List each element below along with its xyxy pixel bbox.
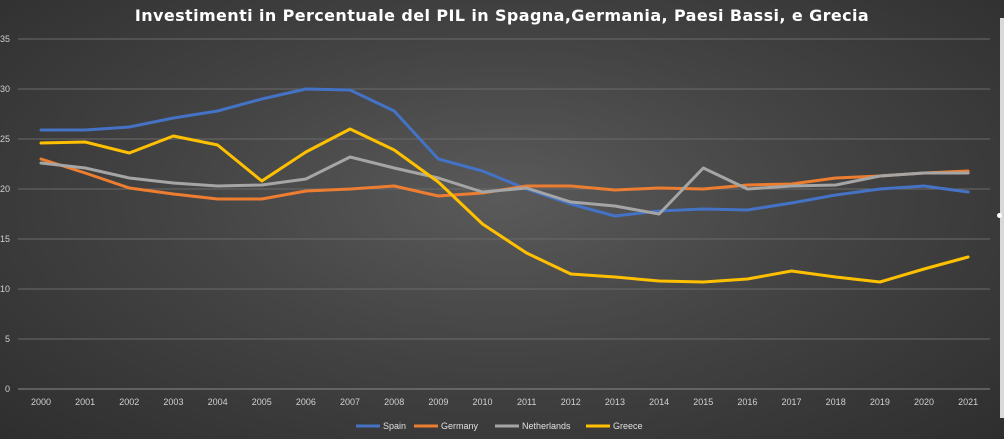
x-tick-label: 2003 xyxy=(163,397,183,407)
scrollbar-edge xyxy=(1000,18,1004,418)
legend-label-netherlands: Netherlands xyxy=(522,421,571,431)
x-tick-label: 2009 xyxy=(428,397,448,407)
y-tick-label: 20 xyxy=(0,184,10,194)
x-tick-label: 2016 xyxy=(737,397,757,407)
y-tick-label: 15 xyxy=(0,234,10,244)
x-tick-label: 2014 xyxy=(649,397,669,407)
legend-label-greece: Greece xyxy=(613,421,643,431)
y-tick-label: 10 xyxy=(0,284,10,294)
x-tick-label: 2012 xyxy=(561,397,581,407)
resize-handle xyxy=(997,213,1002,218)
x-tick-label: 2008 xyxy=(384,397,404,407)
legend-label-germany: Germany xyxy=(441,421,479,431)
x-tick-label: 2019 xyxy=(870,397,890,407)
x-tick-label: 2006 xyxy=(296,397,316,407)
x-tick-label: 2005 xyxy=(252,397,272,407)
x-tick-label: 2013 xyxy=(605,397,625,407)
legend-label-spain: Spain xyxy=(383,421,406,431)
x-tick-label: 2001 xyxy=(75,397,95,407)
y-tick-label: 0 xyxy=(5,384,10,394)
series-line-spain xyxy=(39,87,970,218)
y-tick-label: 5 xyxy=(5,334,10,344)
x-tick-label: 2002 xyxy=(119,397,139,407)
series-line-greece xyxy=(39,127,970,284)
x-tick-label: 2018 xyxy=(826,397,846,407)
x-tick-label: 2015 xyxy=(693,397,713,407)
y-tick-label: 35 xyxy=(0,34,10,44)
chart-title: Investimenti in Percentuale del PIL in S… xyxy=(134,6,870,25)
y-tick-label: 25 xyxy=(0,134,10,144)
x-tick-label: 2017 xyxy=(782,397,802,407)
x-tick-label: 2007 xyxy=(340,397,360,407)
x-tick-label: 2010 xyxy=(472,397,492,407)
x-tick-label: 2020 xyxy=(914,397,934,407)
y-tick-label: 30 xyxy=(0,84,10,94)
x-tick-label: 2000 xyxy=(31,397,51,407)
x-tick-label: 2004 xyxy=(208,397,228,407)
x-tick-label: 2021 xyxy=(958,397,978,407)
series-line-netherlands xyxy=(39,155,970,216)
x-tick-label: 2011 xyxy=(517,397,536,407)
